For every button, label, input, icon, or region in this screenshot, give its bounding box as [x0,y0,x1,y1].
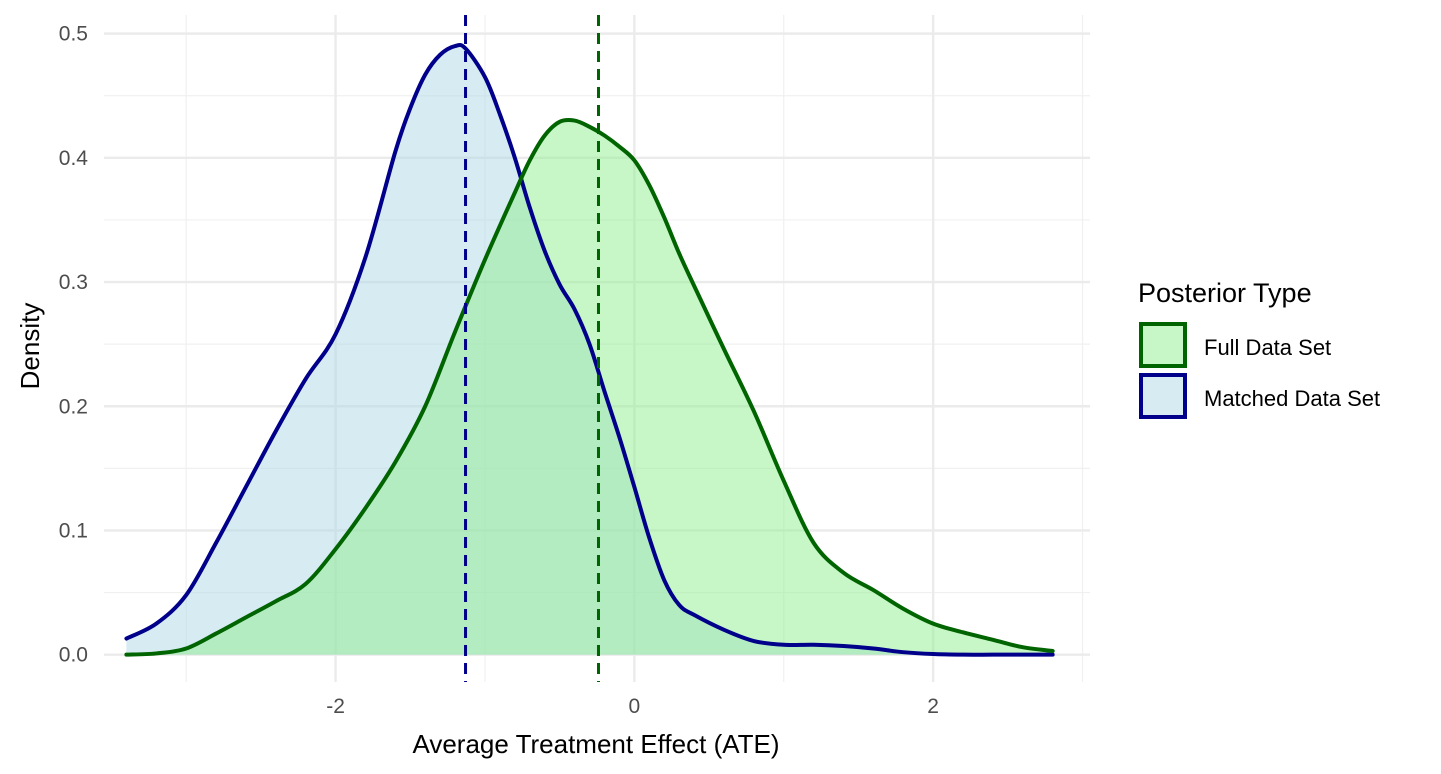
y-tick-label: 0.3 [59,271,88,294]
y-axis-title: Density [15,303,45,390]
x-tick-label: -2 [326,695,345,718]
y-tick-label: 0.2 [59,395,88,418]
x-axis-title: Average Treatment Effect (ATE) [412,729,779,759]
legend-key-full [1139,322,1187,368]
x-tick-label: 0 [629,695,641,718]
mean-lines [464,15,600,682]
y-tick-label: 0.4 [59,147,89,170]
legend-key-matched [1139,373,1187,419]
y-tick-label: 0.1 [59,519,88,542]
density-line-matched-data-set [124,42,1055,657]
x-tick-label: 2 [927,695,939,718]
y-tick-label: 0.5 [59,23,88,46]
legend-label-full: Full Data Set [1204,335,1331,360]
series-layer [124,42,1055,657]
legend: Posterior Type Full Data Set Matched Dat… [1138,278,1380,419]
legend-title: Posterior Type [1138,278,1312,308]
y-tick-label: 0.0 [59,644,88,667]
legend-label-matched: Matched Data Set [1204,386,1380,411]
tick-labels: -2 0 2 0.0 0.1 0.2 0.3 0.4 0.5 [59,23,939,718]
